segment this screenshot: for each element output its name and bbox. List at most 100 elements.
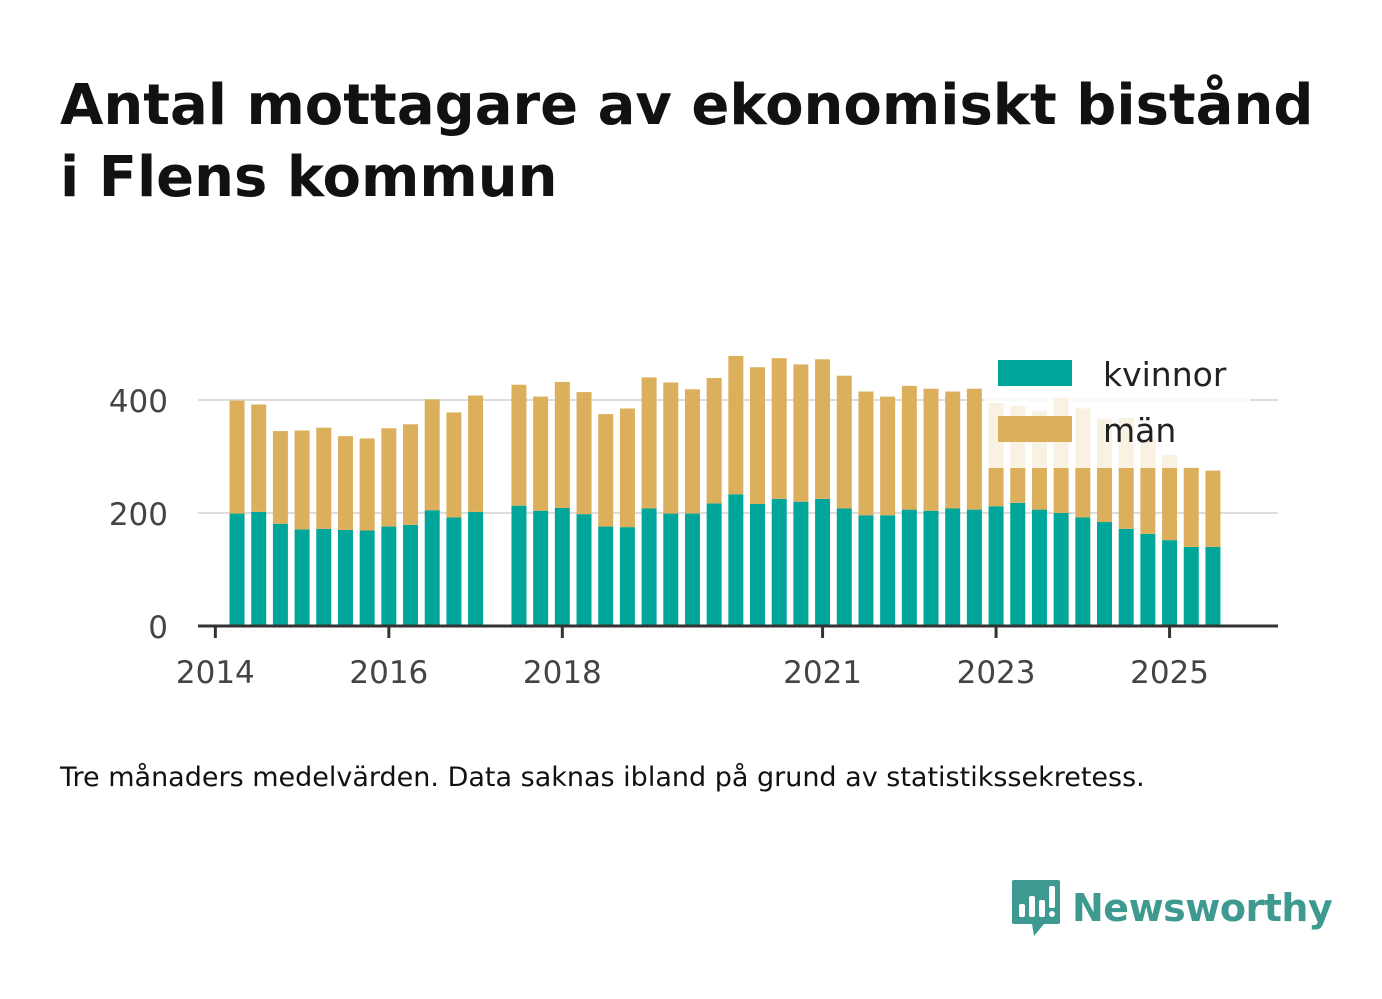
bar-kvinnor: [728, 494, 744, 626]
bar-kvinnor: [945, 508, 961, 626]
bar-kvinnor: [836, 508, 852, 626]
bar-man: [1205, 470, 1221, 547]
bar-kvinnor: [576, 514, 592, 626]
x-tick-label: 2018: [523, 655, 602, 691]
bar-kvinnor: [1162, 540, 1178, 626]
x-tick-label: 2021: [783, 655, 862, 691]
bar-man: [880, 396, 896, 516]
bar-man: [229, 400, 245, 514]
bar-man: [858, 391, 874, 516]
bar-man: [554, 381, 570, 508]
bar-kvinnor: [858, 515, 874, 626]
bar-man: [316, 427, 332, 529]
legend-swatch-man: [998, 416, 1072, 442]
bar-kvinnor: [1183, 546, 1199, 626]
bar-kvinnor: [381, 526, 397, 626]
bar-man: [359, 438, 375, 531]
newsworthy-logo-icon: [1012, 880, 1060, 936]
bar-man: [663, 382, 679, 514]
bar-kvinnor: [554, 507, 570, 626]
chart-title-line-2: i Flens kommun: [60, 145, 558, 210]
chart-title: Antal mottagare av ekonomiskt bistånd i …: [60, 70, 1350, 214]
bar-kvinnor: [880, 515, 896, 626]
bar-man: [598, 414, 614, 527]
bar-kvinnor: [771, 498, 787, 626]
bar-kvinnor: [1205, 546, 1221, 626]
bar-man: [619, 408, 635, 528]
bar-kvinnor: [403, 524, 419, 626]
bar-kvinnor: [337, 529, 353, 626]
y-tick-label: 0: [148, 610, 168, 646]
x-tick-label: 2014: [176, 655, 255, 691]
axes: 0 200 400 2014 2016 2018 2021 2023 2025: [109, 384, 1278, 691]
bar-kvinnor: [793, 501, 809, 626]
bar-man: [294, 430, 310, 530]
bar-man: [1162, 454, 1178, 541]
bar-man: [403, 424, 419, 525]
bar-kvinnor: [316, 528, 332, 626]
legend: kvinnor män: [984, 346, 1250, 468]
x-tick-label: 2016: [349, 655, 428, 691]
brand-logo: Newsworthy: [1010, 878, 1333, 938]
bar-kvinnor: [272, 523, 288, 626]
bar-kvinnor: [641, 508, 657, 626]
stacked-bar-chart: 0 200 400 2014 2016 2018 2021 2023 2025 kvinnor …: [108, 346, 1278, 691]
bar-man: [901, 385, 917, 510]
bar-kvinnor: [468, 511, 484, 626]
bar-kvinnor: [294, 529, 310, 626]
x-tick-label: 2025: [1130, 655, 1209, 691]
bar-man: [381, 428, 397, 527]
bar-kvinnor: [1075, 517, 1091, 626]
bar-kvinnor: [598, 526, 614, 626]
footnote: Tre månaders medelvärden. Data saknas ib…: [60, 762, 1145, 793]
bar-man: [684, 389, 700, 514]
bar-kvinnor: [229, 513, 245, 626]
bar-man: [272, 431, 288, 524]
bar-man: [511, 384, 527, 506]
bar-kvinnor: [663, 513, 679, 626]
x-tick-label: 2023: [957, 655, 1036, 691]
legend-label-man: män: [1103, 411, 1176, 450]
bar-man: [793, 364, 809, 502]
bar-man: [468, 395, 484, 512]
bar-man: [337, 436, 353, 530]
bar-kvinnor: [966, 509, 982, 626]
bar-kvinnor: [446, 517, 462, 626]
bar-kvinnor: [684, 513, 700, 626]
bar-kvinnor: [511, 505, 527, 626]
bar-kvinnor: [424, 510, 440, 626]
bar-kvinnor: [923, 510, 939, 626]
bar-man: [750, 367, 766, 504]
bar-kvinnor: [988, 506, 1004, 626]
bar-kvinnor: [619, 527, 635, 626]
legend-swatch-kvinnor: [998, 360, 1072, 386]
bar-man: [533, 396, 549, 511]
bar-man: [771, 358, 787, 499]
bar-kvinnor: [1053, 513, 1069, 626]
bar-man: [424, 399, 440, 511]
y-tick-label: 200: [109, 497, 168, 533]
bar-kvinnor: [750, 503, 766, 626]
bar-kvinnor: [1140, 533, 1156, 626]
bar-man: [836, 375, 852, 509]
bar-man: [251, 404, 267, 512]
bar-kvinnor: [359, 530, 375, 626]
bar-kvinnor: [1010, 502, 1026, 626]
bar-kvinnor: [1097, 522, 1113, 626]
bar-kvinnor: [815, 498, 831, 626]
bar-man: [641, 377, 657, 509]
chart-title-line-1: Antal mottagare av ekonomiskt bistånd: [60, 73, 1314, 138]
bar-kvinnor: [251, 511, 267, 626]
bar-kvinnor: [706, 503, 722, 626]
bar-man: [1183, 467, 1199, 547]
bar-kvinnor: [533, 510, 549, 626]
y-tick-label: 400: [109, 384, 168, 420]
bar-man: [815, 359, 831, 499]
bar-man: [945, 391, 961, 509]
bar-man: [706, 377, 722, 504]
bar-man: [446, 412, 462, 518]
bar-kvinnor: [1118, 528, 1134, 626]
bar-kvinnor: [1031, 509, 1047, 626]
legend-label-kvinnor: kvinnor: [1103, 355, 1227, 394]
bar-man: [728, 355, 744, 495]
